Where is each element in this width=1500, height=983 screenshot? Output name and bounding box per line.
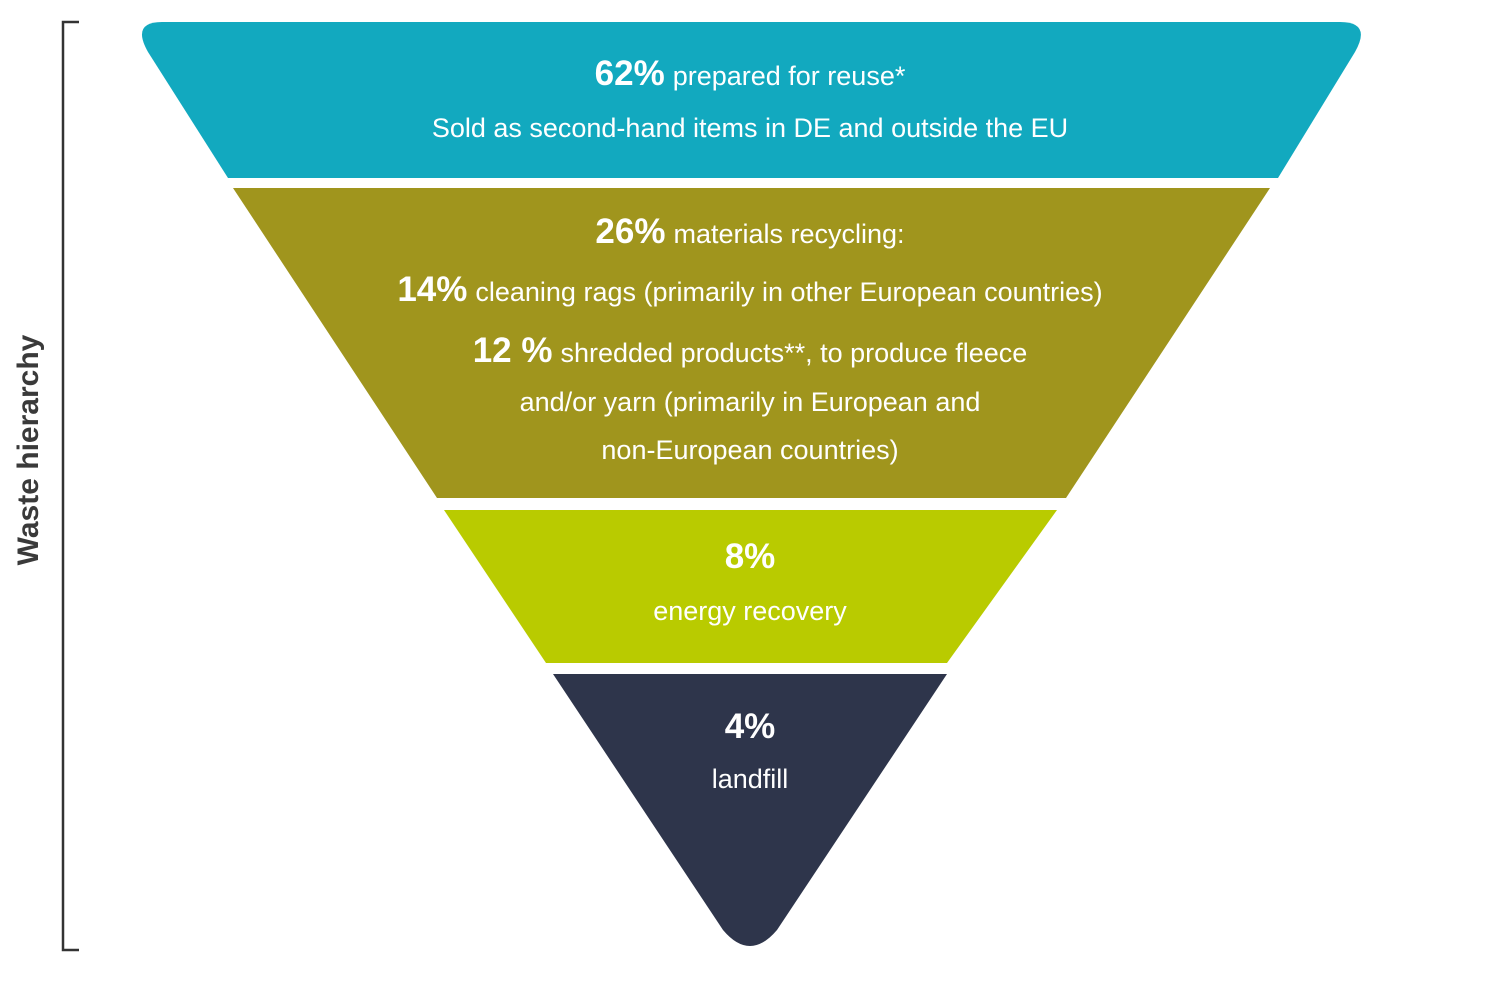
description: shredded products**, to produce fleece [560, 338, 1027, 368]
layer-energy [444, 510, 1057, 663]
layer-line: landfill [712, 764, 789, 794]
description: energy recovery [653, 596, 847, 626]
description: Sold as second-hand items in DE and outs… [432, 113, 1068, 143]
percent: 26% [595, 212, 665, 251]
percent: 62% [595, 54, 665, 93]
layer-recycling [233, 188, 1270, 498]
layer-line: 12 % shredded products**, to produce flee… [473, 331, 1028, 370]
hierarchy-label: Waste hierarchy [12, 334, 45, 565]
percent: 12 % [473, 331, 553, 370]
description: materials recycling: [673, 219, 904, 249]
hierarchy-bracket [61, 20, 79, 952]
layer-line: 62% prepared for reuse* [595, 54, 906, 93]
layer-line: 4% [725, 707, 776, 746]
layer-line: Sold as second-hand items in DE and outs… [432, 113, 1068, 143]
layer-landfill [553, 674, 947, 946]
description: cleaning rags (primarily in other Europe… [475, 277, 1102, 307]
layer-line: 8% [725, 537, 776, 576]
description: and/or yarn (primarily in European and [520, 387, 981, 417]
description: non-European countries) [601, 435, 898, 465]
percent: 4% [725, 707, 776, 746]
layer-line: and/or yarn (primarily in European and [520, 387, 981, 417]
layer-line: energy recovery [653, 596, 847, 626]
layer-line: 26% materials recycling: [595, 212, 904, 251]
percent: 14% [397, 270, 467, 309]
description: landfill [712, 764, 789, 794]
layer-line: non-European countries) [601, 435, 898, 465]
layer-line: 14% cleaning rags (primarily in other Eur… [397, 270, 1102, 309]
layer-reuse [141, 22, 1361, 178]
description: prepared for reuse* [673, 61, 906, 91]
percent: 8% [725, 537, 776, 576]
